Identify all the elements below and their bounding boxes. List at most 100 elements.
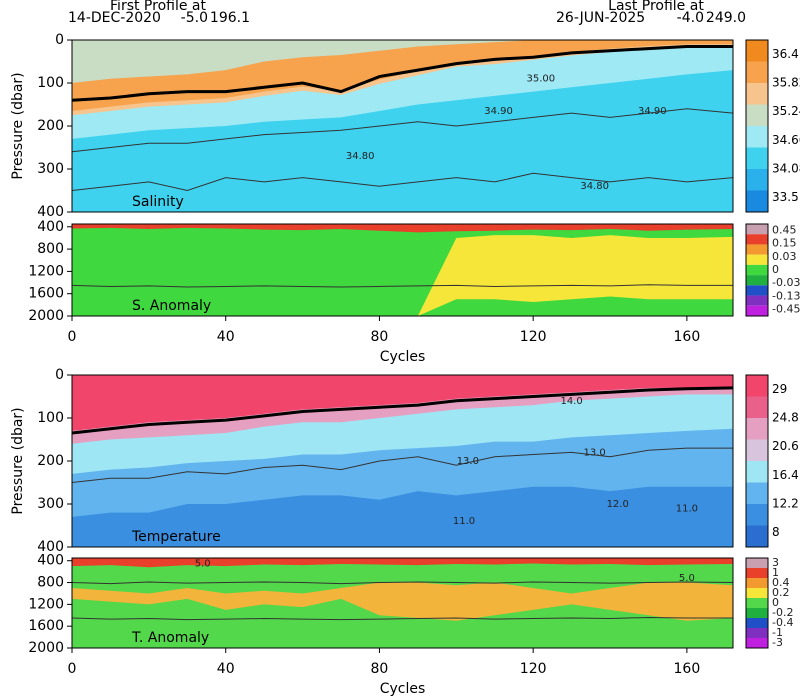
colorbar-swatch xyxy=(746,396,768,418)
colorbar-label: -0.2 xyxy=(772,606,793,619)
colorbar-swatch xyxy=(746,525,768,547)
plot-area: 35.00 34.90 34.90 34.80 34.80 xyxy=(72,40,733,212)
contour-label: 12.0 xyxy=(607,499,629,510)
colorbar-label: 34.66 xyxy=(772,133,800,147)
y-tick-label: 400 xyxy=(37,204,64,220)
x-tick-label: 0 xyxy=(68,329,77,345)
last-profile-lat: -4.0 xyxy=(677,10,704,26)
colorbar-swatch xyxy=(746,608,768,618)
x-axis-label: Cycles xyxy=(380,349,426,365)
colorbar-swatch xyxy=(746,169,768,191)
first-profile-lon: 196.1 xyxy=(210,10,250,26)
contour-label: 11.0 xyxy=(676,503,698,514)
colorbar-swatch xyxy=(746,568,768,578)
y-tick-label: 1200 xyxy=(28,596,64,612)
colorbar-label: 36.4 xyxy=(772,47,799,61)
y-tick-label: 2000 xyxy=(28,640,64,656)
colorbar-label: -0.4 xyxy=(772,616,793,629)
plot-area: 14.0 13.0 13.0 12.0 11.0 11.0 xyxy=(72,375,733,547)
y-tick-label: 800 xyxy=(37,575,64,591)
colorbar-label: 0.15 xyxy=(772,237,797,250)
contour-line xyxy=(72,172,733,192)
contour-line xyxy=(72,386,733,435)
contour-label: 35.00 xyxy=(527,74,556,85)
y-tick-label: 400 xyxy=(37,553,64,569)
first-profile-lat: -5.0 xyxy=(181,10,208,26)
y-tick-label: 100 xyxy=(37,75,64,91)
plot-frame xyxy=(71,557,734,649)
field-layer xyxy=(72,375,733,431)
colorbar-label: 1 xyxy=(772,566,779,579)
colorbar-swatch xyxy=(746,104,768,126)
colorbar-swatch xyxy=(746,254,768,265)
field-layer xyxy=(72,224,733,233)
y-tick-label: 0 xyxy=(55,367,64,383)
x-tick-label: 0 xyxy=(68,661,77,677)
colorbar-label: 29 xyxy=(772,382,787,396)
colorbar-label: 16.4 xyxy=(772,468,799,482)
colorbar-label: -0.13 xyxy=(772,289,800,302)
y-tick-label: 1600 xyxy=(28,286,64,302)
y-tick-label: 800 xyxy=(37,241,64,257)
colorbar-swatch xyxy=(746,295,768,306)
colorbar-swatch xyxy=(746,83,768,105)
plot-area: 5.0 5.0 xyxy=(72,558,733,648)
colorbar-label: 0.4 xyxy=(772,576,790,589)
colorbar-label: -0.03 xyxy=(772,276,800,289)
first-profile-date: 14-DEC-2020 xyxy=(68,10,161,26)
colorbar-swatch xyxy=(746,588,768,598)
colorbar-label: 3 xyxy=(772,556,779,569)
colorbar-label: 12.2 xyxy=(772,497,799,511)
y-axis-label: Pressure (dbar) xyxy=(10,407,26,514)
colorbar-label: 0.03 xyxy=(772,250,797,263)
panel-title: Temperature xyxy=(131,529,221,545)
colorbar-label: 20.6 xyxy=(772,439,799,453)
colorbar-swatch xyxy=(746,618,768,628)
colorbar-label: 34.08 xyxy=(772,162,800,176)
x-tick-label: 120 xyxy=(520,661,547,677)
colorbar-swatch xyxy=(746,285,768,296)
colorbar-label: 33.5 xyxy=(772,190,799,204)
colorbar-swatch xyxy=(746,234,768,245)
y-tick-label: 200 xyxy=(37,453,64,469)
colorbar-label: 24.8 xyxy=(772,411,799,425)
colorbar-swatch xyxy=(746,305,768,316)
y-tick-label: 1200 xyxy=(28,263,64,279)
x-tick-label: 40 xyxy=(217,329,235,345)
contour-line xyxy=(72,108,733,153)
contour-line xyxy=(72,447,733,483)
colorbar-swatch xyxy=(746,375,768,397)
y-tick-label: 300 xyxy=(37,161,64,177)
x-axis-label: Cycles xyxy=(380,681,426,697)
x-tick-label: 120 xyxy=(520,329,547,345)
colorbar-swatch xyxy=(746,224,768,235)
colorbar-label: -3 xyxy=(772,636,783,649)
field-layer xyxy=(72,40,733,83)
contour-label: 11.0 xyxy=(453,516,475,527)
x-tick-label: 40 xyxy=(217,661,235,677)
y-tick-label: 100 xyxy=(37,410,64,426)
colorbar-label: 8 xyxy=(772,525,780,539)
y-tick-label: 2000 xyxy=(28,308,64,324)
contour-label: 34.90 xyxy=(484,106,513,117)
plot-frame xyxy=(71,223,734,317)
y-tick-label: 200 xyxy=(37,118,64,134)
contour-label: 13.0 xyxy=(584,447,606,458)
contour-label: 14.0 xyxy=(560,396,582,407)
contour-line xyxy=(72,284,733,288)
y-tick-label: 300 xyxy=(37,496,64,512)
colorbar-swatch xyxy=(746,418,768,440)
colorbar-swatch xyxy=(746,244,768,255)
y-axis-label: Pressure (dbar) xyxy=(10,72,26,179)
y-tick-label: 1600 xyxy=(28,618,64,634)
colorbar-frame xyxy=(745,223,769,317)
colorbar-swatch xyxy=(746,578,768,588)
last-profile-label: Last Profile at xyxy=(608,0,704,14)
colorbar-swatch xyxy=(746,275,768,286)
contour-label: 5.0 xyxy=(195,558,211,569)
contour-label: 34.80 xyxy=(580,181,609,192)
field-layer xyxy=(72,558,733,568)
panel-title: T. Anomaly xyxy=(131,630,209,646)
colorbar-swatch xyxy=(746,264,768,276)
